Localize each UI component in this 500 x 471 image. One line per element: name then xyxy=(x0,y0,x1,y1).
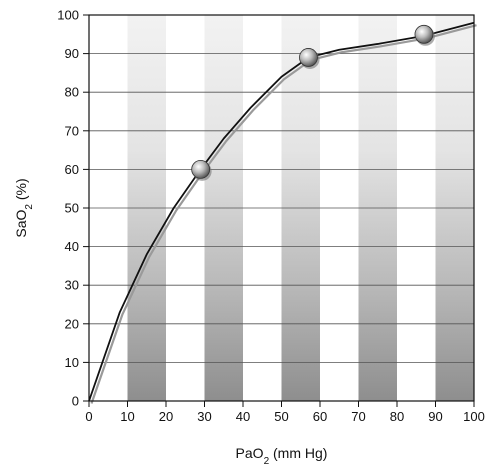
data-marker-2 xyxy=(414,24,434,44)
x-tick-label-10: 10 xyxy=(120,409,134,424)
y-tick-label-20: 20 xyxy=(65,316,79,331)
y-axis-title: SaO2 (%) xyxy=(13,178,35,237)
x-tick-label-60: 60 xyxy=(313,409,327,424)
data-marker-1 xyxy=(299,48,318,67)
y-tick-label-60: 60 xyxy=(65,162,79,177)
y-tick-label-50: 50 xyxy=(65,201,79,216)
x-tick-label-50: 50 xyxy=(274,409,288,424)
x-axis-title-main: PaO xyxy=(236,445,264,461)
y-axis-title-rest: (%) xyxy=(13,178,29,204)
y-axis-title-sub: 2 xyxy=(24,204,35,210)
axes-group: 0 10 20 30 40 50 60 70 80 90 100 0 10 20 30 40 50 60 70 80 9… xyxy=(57,8,485,425)
x-axis-title: PaO2 (mm Hg) xyxy=(236,445,328,467)
data-marker-0 xyxy=(191,159,211,179)
y-tick-label-70: 70 xyxy=(65,123,79,138)
x-tick-label-70: 70 xyxy=(351,409,365,424)
y-tick-label-30: 30 xyxy=(65,278,79,293)
y-tick-label-90: 90 xyxy=(65,46,79,61)
markers-group xyxy=(191,24,435,181)
x-tick-label-90: 90 xyxy=(428,409,442,424)
y-tick-label-40: 40 xyxy=(65,239,79,254)
y-tick-label-100: 100 xyxy=(57,8,79,23)
y-tick-label-80: 80 xyxy=(65,85,79,100)
x-tick-label-100: 100 xyxy=(463,409,485,424)
x-tick-label-0: 0 xyxy=(85,409,92,424)
y-tick-label-10: 10 xyxy=(65,355,79,370)
x-axis-title-rest: (mm Hg) xyxy=(269,445,327,461)
series-line-0 xyxy=(88,21,475,402)
x-tick-label-40: 40 xyxy=(236,409,250,424)
x-tick-label-20: 20 xyxy=(159,409,173,424)
series-shadow-line-0 xyxy=(90,24,477,404)
x-tick-label-30: 30 xyxy=(197,409,211,424)
y-axis-title-main: SaO xyxy=(13,210,29,238)
series-group xyxy=(88,21,477,404)
x-axis-title-sub: 2 xyxy=(264,456,270,467)
grid-lines xyxy=(89,53,474,363)
x-tick-label-80: 80 xyxy=(390,409,404,424)
y-tick-label-0: 0 xyxy=(72,394,79,409)
